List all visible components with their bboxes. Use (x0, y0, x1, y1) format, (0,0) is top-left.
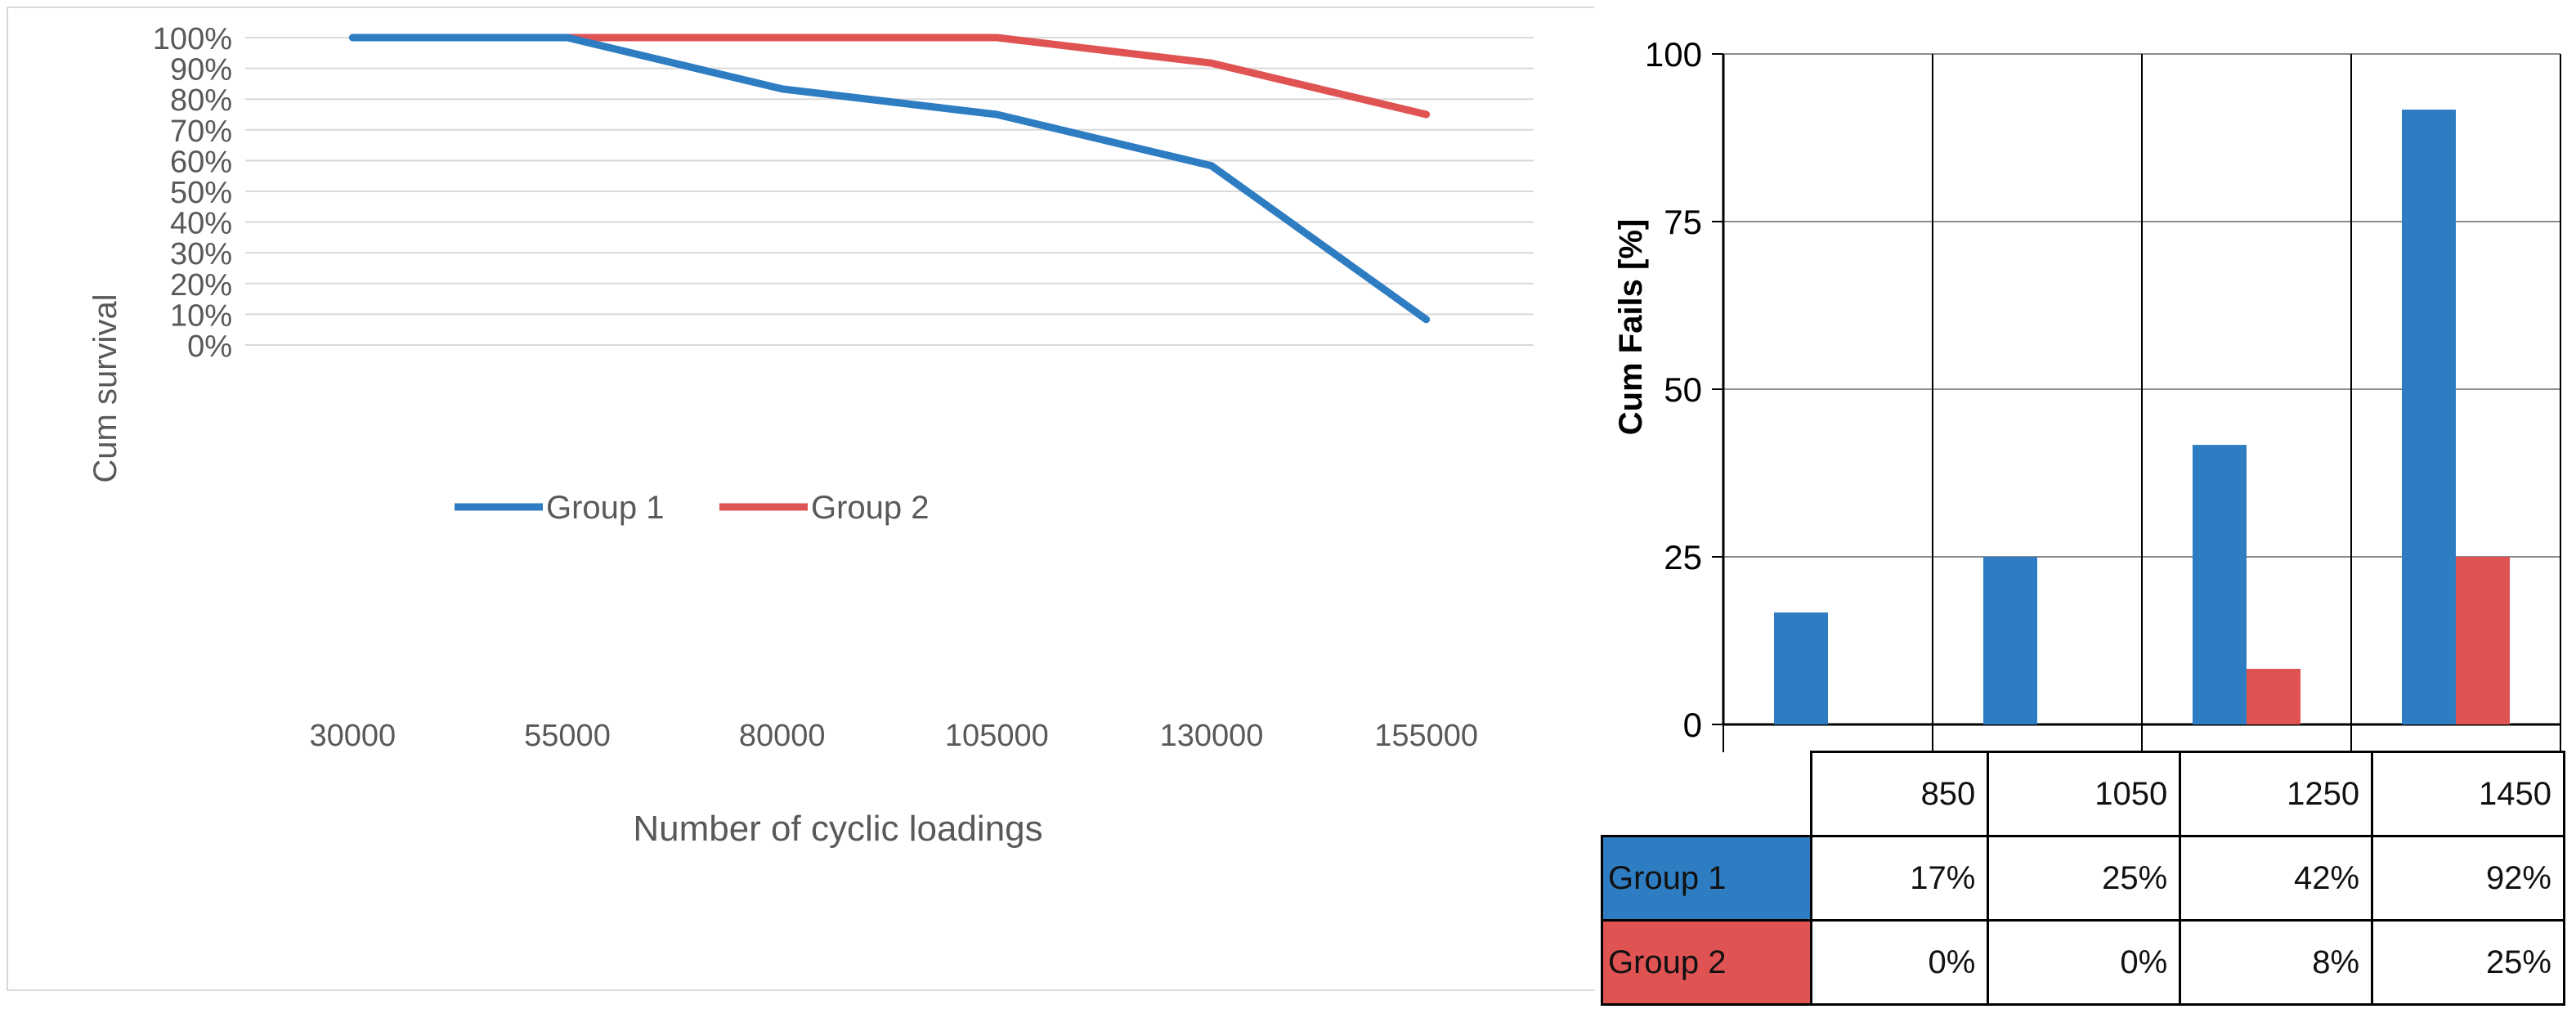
x-tick-label: 105000 (945, 719, 1049, 753)
legend-label: Group 2 (811, 490, 930, 526)
y-tick-label: 50 (1664, 370, 1702, 409)
line-chart-y-tick-labels: 0%10%20%30%40%50%60%70%80%90%100% (153, 22, 232, 364)
bar-group-1-1450 (2402, 110, 2456, 724)
table-value-cell: 17% (1809, 835, 1990, 922)
table-row-group-1: Group 1 17% 25% 42% 92% (1601, 835, 2565, 922)
table-category-cell: 1050 (1987, 751, 2182, 837)
y-tick-label: 75 (1664, 203, 1702, 241)
bar-chart-gridlines (1712, 53, 2561, 752)
bar-chart-panel: 0 25 50 75 100 Cum Fails [%] 850 1050 1250 1… (1594, 0, 2576, 1027)
table-value-cell: 0% (1987, 919, 2182, 1006)
x-tick-label: 30000 (309, 719, 396, 753)
bar-chart-y-axis-label: Cum Fails [%] (1613, 219, 1649, 435)
y-tick-label: 25 (1664, 538, 1702, 576)
x-tick-label: 80000 (739, 719, 826, 753)
bar-chart-y-tick-labels: 0 25 50 75 100 (1645, 35, 1702, 744)
line-chart-gridlines (245, 37, 1534, 346)
y-tick-label: 60% (170, 145, 232, 179)
line-chart-y-axis-label: Cum survival (87, 294, 123, 482)
bar-group-2-1450 (2456, 557, 2510, 724)
x-tick-label: 130000 (1160, 719, 1264, 753)
table-value-cell: 42% (2179, 835, 2374, 922)
y-tick-label: 0 (1683, 706, 1702, 744)
bar-group-1-1250 (2193, 445, 2247, 724)
line-chart-series (348, 34, 1431, 324)
line-chart-x-axis-label: Number of cyclic loadings (633, 809, 1042, 849)
y-tick-label: 20% (170, 268, 232, 303)
table-row-group-2: Group 2 0% 0% 8% 25% (1601, 919, 2565, 1006)
x-tick-label: 55000 (524, 719, 611, 753)
y-tick-label: 10% (170, 298, 232, 333)
line-chart-panel: 0% 10% 20% 30% 40% 50% 60% 70% 80% 90% 100% 30000 5… (7, 7, 1604, 991)
bar-group-1-850 (1774, 612, 1828, 724)
series-line-group-1 (348, 34, 1431, 324)
table-value-cell: 92% (2371, 835, 2565, 922)
x-tick-label: 155000 (1374, 719, 1478, 753)
y-tick-label: 0% (187, 330, 232, 364)
bar-group-2-1250 (2247, 668, 2300, 724)
y-tick-label: 30% (170, 237, 232, 271)
line-chart: 0%10%20%30%40%50%60%70%80%90%100% 30000 5… (87, 22, 1534, 849)
bar-chart-data-table: 850 1050 1250 1450 Group 1 17% 25% 42% 9… (1601, 751, 2565, 1006)
table-value-cell: 0% (1809, 919, 1990, 1006)
legend-label: Group 1 (546, 490, 665, 526)
y-tick-label: 70% (170, 114, 232, 149)
table-value-cell: 8% (2179, 919, 2374, 1006)
table-value-cell: 25% (1987, 835, 2182, 922)
y-tick-label: 50% (170, 176, 232, 210)
y-tick-label: 100 (1645, 35, 1702, 74)
table-corner-cell (1602, 751, 1812, 837)
table-header-row: 850 1050 1250 1450 (1602, 751, 2565, 837)
table-row-header-group-1: Group 1 (1601, 835, 1812, 922)
table-category-cell: 850 (1809, 751, 1990, 837)
table-category-cell: 1250 (2179, 751, 2374, 837)
y-tick-label: 90% (170, 53, 232, 87)
table-value-cell: 25% (2371, 919, 2565, 1006)
bar-group-1-1050 (1983, 557, 2037, 724)
bar-chart: 0 25 50 75 100 Cum Fails [%] (1613, 35, 2561, 752)
y-tick-label: 40% (170, 207, 232, 241)
line-chart-x-tick-labels: 30000 55000 80000 105000 130000 155000 (309, 719, 1478, 753)
y-tick-label: 80% (170, 83, 232, 118)
bar-chart-bars (1774, 110, 2510, 724)
y-tick-label: 100% (153, 22, 232, 56)
table-row-header-group-2: Group 2 (1601, 919, 1812, 1006)
table-category-cell: 1450 (2371, 751, 2565, 837)
line-chart-legend: Group 1 Group 2 (455, 490, 930, 526)
